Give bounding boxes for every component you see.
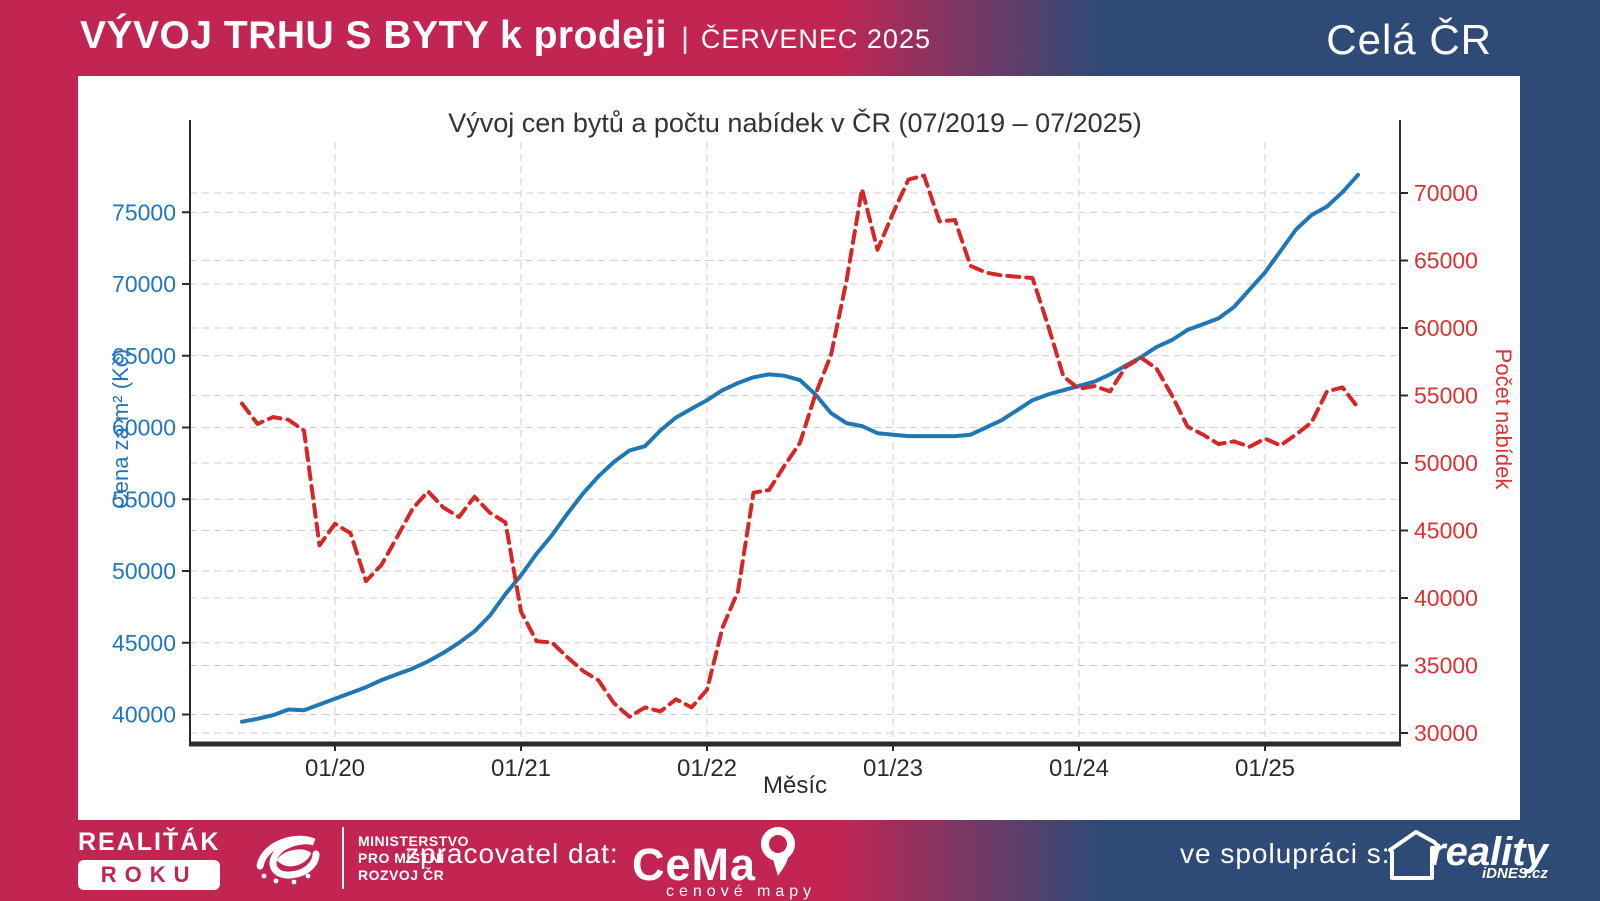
chart-panel: Vývoj cen bytů a počtu nabídek v ČR (07/…	[78, 76, 1520, 820]
x-tick-label: 01/22	[677, 755, 737, 782]
price-line	[240, 172, 1360, 724]
right-tick-label: 40000	[1414, 585, 1478, 611]
right-tick-label: 60000	[1414, 315, 1478, 341]
region-label: Celá ČR	[1326, 16, 1492, 63]
ministry-divider	[342, 827, 344, 889]
right-tick-label: 35000	[1414, 653, 1478, 679]
left-tick-label: 65000	[112, 343, 176, 369]
x-tick-label: 01/21	[491, 755, 551, 782]
x-tick-label: 01/23	[863, 755, 923, 782]
right-tick-label: 30000	[1414, 720, 1478, 746]
left-tick-label: 45000	[112, 630, 176, 656]
left-tick-label: 55000	[112, 486, 176, 512]
x-tick-label: 01/24	[1049, 755, 1109, 782]
reality-wordmark: reality	[1430, 830, 1548, 874]
left-tick-label: 40000	[112, 702, 176, 728]
roku-badge: ROKU	[78, 860, 221, 890]
idnes-label: iDNES.cz	[1482, 865, 1548, 882]
footer-band: REALIŤÁK ROKU MINISTERSTVO PRO MÍSTNÍ RO…	[0, 820, 1600, 900]
ministry-swirl-icon	[256, 835, 320, 885]
chart-title: Vývoj cen bytů a počtu nabídek v ČR (07/…	[448, 108, 1142, 138]
cemap-pin-icon	[761, 827, 796, 876]
house-icon	[1388, 830, 1442, 880]
left-tick-label: 60000	[112, 415, 176, 441]
reality-idnes-logo: reality iDNES.cz	[1382, 826, 1548, 886]
x-axis-title: Měsíc	[762, 772, 827, 799]
listings-line	[240, 173, 1360, 719]
cemap-logo: CeMa cenové mapy	[632, 822, 816, 901]
provider-label: zpracovatel dat:	[405, 838, 619, 869]
cemap-wordmark: CeMa	[632, 839, 757, 890]
x-tick-label: 01/20	[305, 755, 365, 782]
ministry-logo: MINISTERSTVO PRO MÍSTNÍ ROZVOJ ČR	[250, 826, 469, 890]
left-tick-label: 70000	[112, 271, 176, 297]
x-tick-label: 01/25	[1235, 755, 1295, 782]
cemap-subtitle: cenové mapy	[666, 883, 817, 900]
right-tick-label: 70000	[1414, 180, 1478, 206]
right-tick-label: 65000	[1414, 248, 1478, 274]
left-tick-label: 50000	[112, 558, 176, 584]
partner-label: ve spolupráci s:	[1180, 838, 1391, 869]
right-tick-label: 50000	[1414, 450, 1478, 476]
right-tick-label: 45000	[1414, 518, 1478, 544]
dual-axis-line-chart: 40000 45000 50000 55000 60000 65000 70000 75000…	[112, 120, 1478, 782]
roku-label: ROKU	[100, 862, 198, 887]
period-label: ČERVENEC 2025	[700, 24, 931, 54]
left-tick-label: 75000	[112, 199, 176, 225]
realitak-label: REALIŤÁK	[78, 828, 221, 856]
title-separator: |	[681, 22, 689, 55]
realitak-roku-logo: REALIŤÁK ROKU	[78, 828, 221, 890]
header-band: VÝVOJ TRHU S BYTY k prodeji | ČERVENEC 2…	[0, 0, 1600, 76]
right-tick-label: 55000	[1414, 383, 1478, 409]
page-title: VÝVOJ TRHU S BYTY k prodeji	[80, 14, 668, 57]
ministry-name: MINISTERSTVO PRO MÍSTNÍ ROZVOJ ČR	[358, 832, 470, 883]
